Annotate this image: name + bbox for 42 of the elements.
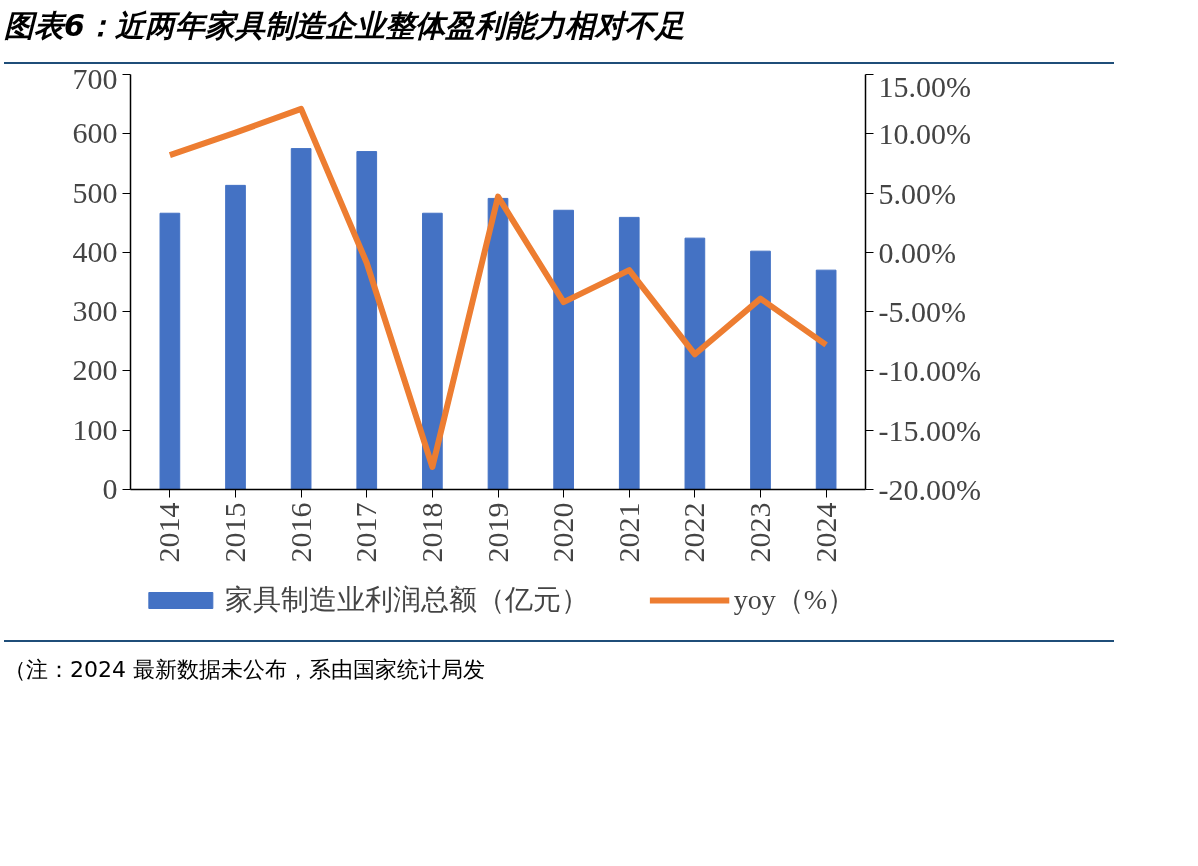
y-tick-label: 600 — [72, 116, 118, 150]
y-tick-label: 500 — [72, 175, 118, 209]
y-tick-label: 700 — [72, 61, 118, 95]
bar — [290, 147, 312, 490]
x-tick-label: 2023 — [743, 502, 776, 563]
x-tick-label: 2015 — [218, 502, 251, 563]
y2-tick-label: -10.00% — [878, 354, 981, 388]
y2-tick-label: 0.00% — [878, 235, 956, 269]
y2-tick-label: -5.00% — [878, 294, 966, 328]
bar — [684, 237, 706, 490]
bar — [618, 216, 640, 490]
x-tick-label: 2017 — [349, 502, 383, 563]
y-tick-label: 300 — [72, 293, 118, 327]
y-tick-label: 400 — [72, 234, 118, 268]
y-tick-label: 100 — [72, 412, 118, 446]
bar — [750, 250, 771, 490]
x-tick-label: 2014 — [152, 502, 186, 563]
x-tick-label: 2018 — [414, 502, 448, 563]
bar — [159, 212, 181, 490]
y2-tick-label: 15.00% — [878, 69, 971, 103]
bar — [815, 269, 837, 490]
x-tick-label: 2021 — [611, 502, 645, 563]
chart-title: 图表6：近两年家具制造企业整体盈利能力相对不足 — [4, 7, 685, 45]
x-tick-label: 2016 — [283, 502, 317, 563]
text: （注：2024 最新数据未公布，系由国家统计局发 — [4, 655, 485, 684]
y2-tick-label: 5.00% — [878, 176, 956, 210]
y-tick-label: 0 — [102, 471, 118, 505]
y2-tick-label: -20.00% — [878, 472, 981, 506]
x-tick-label: 2019 — [480, 502, 514, 563]
x-tick-label: 2022 — [677, 502, 711, 563]
y2-tick-label: -15.00% — [878, 413, 981, 447]
bar — [422, 212, 443, 490]
legend-label: 家具制造业利润总额（亿元） — [224, 582, 589, 617]
bar — [225, 184, 246, 490]
x-tick-label: 2024 — [808, 502, 842, 563]
bar — [553, 209, 574, 490]
y-tick-label: 200 — [72, 353, 118, 387]
x-tick-label: 2020 — [546, 502, 580, 563]
bar — [487, 197, 509, 490]
legend-label: yoy（%） — [733, 582, 856, 617]
y2-tick-label: 10.00% — [878, 117, 971, 151]
bar — [356, 150, 378, 490]
